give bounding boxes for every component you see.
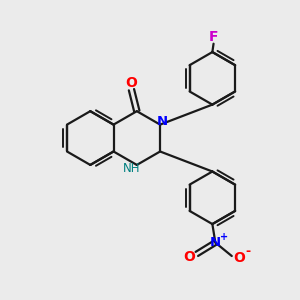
Text: O: O — [233, 251, 245, 266]
Text: F: F — [209, 30, 219, 44]
Text: O: O — [125, 76, 137, 90]
Text: NH: NH — [123, 162, 140, 175]
Text: O: O — [183, 250, 195, 264]
Text: N: N — [210, 236, 221, 249]
Text: N: N — [157, 115, 168, 128]
Text: +: + — [220, 232, 228, 242]
Text: -: - — [246, 245, 251, 258]
